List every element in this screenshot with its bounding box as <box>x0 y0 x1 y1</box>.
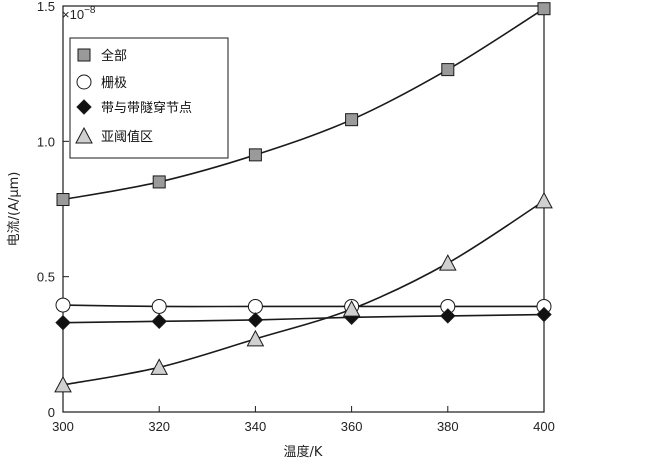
y-tick-label: 0 <box>48 405 55 420</box>
axis-ticks: 300 320 340 360 380 400 0 0.5 1.0 1.5 <box>37 0 555 434</box>
data-point-diamond <box>536 306 552 323</box>
data-point-square <box>152 175 166 189</box>
data-point-triangle <box>246 329 265 347</box>
legend-label: 带与带隧穿节点 <box>101 100 192 116</box>
x-tick-label: 400 <box>533 419 555 434</box>
x-tick-label: 340 <box>245 419 267 434</box>
x-tick-label: 380 <box>437 419 459 434</box>
data-point-diamond <box>247 312 264 328</box>
data-point-triangle <box>54 375 72 393</box>
series-line-1 <box>62 304 544 308</box>
series-line-2 <box>62 313 545 324</box>
legend-label: 全部 <box>101 48 127 64</box>
series-markers <box>54 2 553 393</box>
data-point-square <box>345 113 359 127</box>
data-point-triangle <box>535 191 553 209</box>
legend-box <box>69 37 229 159</box>
legend-marker-circle <box>76 74 92 90</box>
y-tick-label: 0.5 <box>37 270 55 285</box>
data-point-square <box>248 148 262 162</box>
data-point-square <box>537 2 551 16</box>
data-point-diamond <box>440 308 456 324</box>
x-tick-label: 320 <box>148 419 170 434</box>
data-point-circle <box>55 297 71 313</box>
data-point-circle <box>247 298 263 314</box>
data-point-triangle <box>438 254 457 271</box>
data-point-triangle <box>342 300 361 317</box>
legend-marker-diamond <box>76 99 92 115</box>
legend-marker-triangle <box>75 126 93 144</box>
y-tick-label: 1.5 <box>37 0 55 14</box>
legend-label: 栅极 <box>101 76 127 91</box>
data-point-square <box>441 63 455 77</box>
y-multiplier-exponent: −8 <box>84 5 96 16</box>
data-point-diamond <box>151 313 167 330</box>
x-axis-label: 温度/K <box>284 444 323 460</box>
y-axis-label: 电流/(A/μm) <box>7 172 22 247</box>
legend-label: 亚阈值区 <box>101 129 153 145</box>
legend-marker-square <box>77 48 91 62</box>
data-point-diamond <box>55 314 71 331</box>
data-point-triangle <box>150 358 169 375</box>
y-multiplier-base: ×10 <box>62 7 84 22</box>
x-tick-label: 300 <box>52 419 74 434</box>
data-point-circle <box>151 298 167 314</box>
y-multiplier: ×10−8 <box>62 5 96 22</box>
data-point-square <box>56 193 70 207</box>
y-tick-label: 1.0 <box>37 134 55 149</box>
x-tick-label: 360 <box>341 419 363 434</box>
